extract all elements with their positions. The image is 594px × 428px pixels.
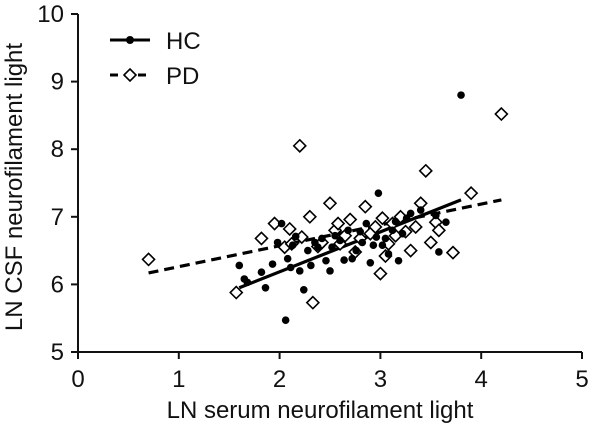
y-axis-ticks: 5 6 7 8 9 10 bbox=[37, 1, 78, 366]
point-hc bbox=[304, 246, 312, 255]
point-hc bbox=[381, 234, 390, 243]
point-pd bbox=[302, 209, 317, 224]
point-hc bbox=[358, 238, 367, 247]
y-axis-title: LN CSF neurofilament light bbox=[1, 43, 28, 331]
point-hc bbox=[318, 234, 326, 243]
point-pd bbox=[418, 163, 433, 178]
point-hc bbox=[307, 261, 315, 270]
x-tick-label: 0 bbox=[71, 366, 84, 393]
point-pd bbox=[343, 212, 358, 227]
y-tick-label: 8 bbox=[51, 136, 64, 163]
point-pd bbox=[229, 285, 244, 300]
point-pd bbox=[375, 211, 390, 226]
point-hc bbox=[328, 243, 336, 252]
point-hc bbox=[362, 219, 371, 228]
point-pd bbox=[330, 216, 346, 231]
point-pd bbox=[305, 295, 320, 310]
point-hc bbox=[435, 248, 443, 256]
point-hc bbox=[277, 219, 286, 228]
point-hc bbox=[331, 231, 339, 240]
point-pd bbox=[431, 223, 446, 238]
point-pd bbox=[282, 221, 297, 237]
point-pd bbox=[254, 231, 269, 246]
x-tick-label: 3 bbox=[374, 366, 387, 393]
x-tick-label: 2 bbox=[273, 366, 286, 393]
legend-marker-pd bbox=[122, 67, 138, 83]
point-hc bbox=[356, 227, 365, 236]
legend: HC PD bbox=[110, 28, 201, 90]
data-points bbox=[141, 91, 509, 325]
point-hc bbox=[326, 267, 334, 275]
point-pd bbox=[292, 138, 307, 153]
legend-marker-hc bbox=[126, 36, 134, 44]
x-tick-label: 5 bbox=[575, 366, 588, 393]
point-hc bbox=[286, 263, 295, 272]
point-hc bbox=[268, 260, 277, 268]
point-hc bbox=[243, 278, 252, 287]
point-hc bbox=[281, 316, 290, 325]
legend-label-pd: PD bbox=[166, 63, 199, 90]
point-hc bbox=[398, 229, 407, 238]
point-hc bbox=[352, 246, 361, 255]
x-tick-label: 4 bbox=[475, 366, 488, 393]
point-hc bbox=[261, 283, 270, 292]
y-tick-label: 10 bbox=[37, 1, 64, 28]
point-hc bbox=[372, 233, 381, 241]
point-pd bbox=[408, 219, 423, 235]
point-hc bbox=[283, 254, 292, 263]
point-pd bbox=[368, 219, 383, 235]
point-pd bbox=[494, 106, 509, 122]
point-hc bbox=[288, 241, 297, 249]
point-hc bbox=[235, 261, 244, 270]
y-tick-label: 9 bbox=[51, 69, 64, 96]
point-hc bbox=[344, 226, 352, 235]
point-hc bbox=[394, 256, 403, 265]
y-tick-label: 7 bbox=[51, 204, 64, 231]
point-hc bbox=[257, 268, 266, 277]
point-pd bbox=[322, 196, 338, 211]
x-axis-ticks: 0 1 2 3 4 5 bbox=[71, 352, 589, 393]
x-axis-title: LN serum neurofilament light bbox=[167, 397, 474, 424]
point-hc bbox=[391, 217, 400, 226]
point-hc bbox=[314, 243, 322, 252]
point-hc bbox=[416, 206, 425, 214]
point-hc bbox=[348, 254, 356, 263]
point-hc bbox=[366, 258, 375, 267]
point-hc bbox=[299, 286, 308, 294]
y-tick-label: 5 bbox=[51, 339, 64, 366]
point-hc bbox=[336, 236, 344, 245]
point-hc bbox=[384, 250, 393, 258]
point-hc bbox=[322, 256, 330, 265]
axes bbox=[77, 14, 582, 353]
point-hc bbox=[295, 267, 304, 275]
x-tick-label: 1 bbox=[172, 366, 185, 393]
point-pd bbox=[423, 235, 438, 250]
point-pd bbox=[141, 252, 156, 267]
point-hc bbox=[432, 211, 440, 220]
y-tick-label: 6 bbox=[51, 271, 64, 298]
point-hc bbox=[388, 226, 397, 235]
point-hc bbox=[378, 241, 387, 249]
point-pd bbox=[373, 266, 388, 281]
point-hc bbox=[291, 232, 300, 241]
point-hc bbox=[406, 209, 415, 218]
legend-label-hc: HC bbox=[166, 28, 201, 55]
point-pd bbox=[463, 186, 479, 201]
point-pd bbox=[445, 245, 461, 260]
point-hc bbox=[457, 91, 465, 99]
point-hc bbox=[369, 241, 378, 249]
point-pd bbox=[358, 199, 373, 214]
point-hc bbox=[273, 238, 282, 247]
point-hc bbox=[374, 189, 383, 197]
point-hc bbox=[442, 218, 450, 227]
point-hc bbox=[340, 256, 348, 264]
point-pd bbox=[403, 243, 418, 258]
